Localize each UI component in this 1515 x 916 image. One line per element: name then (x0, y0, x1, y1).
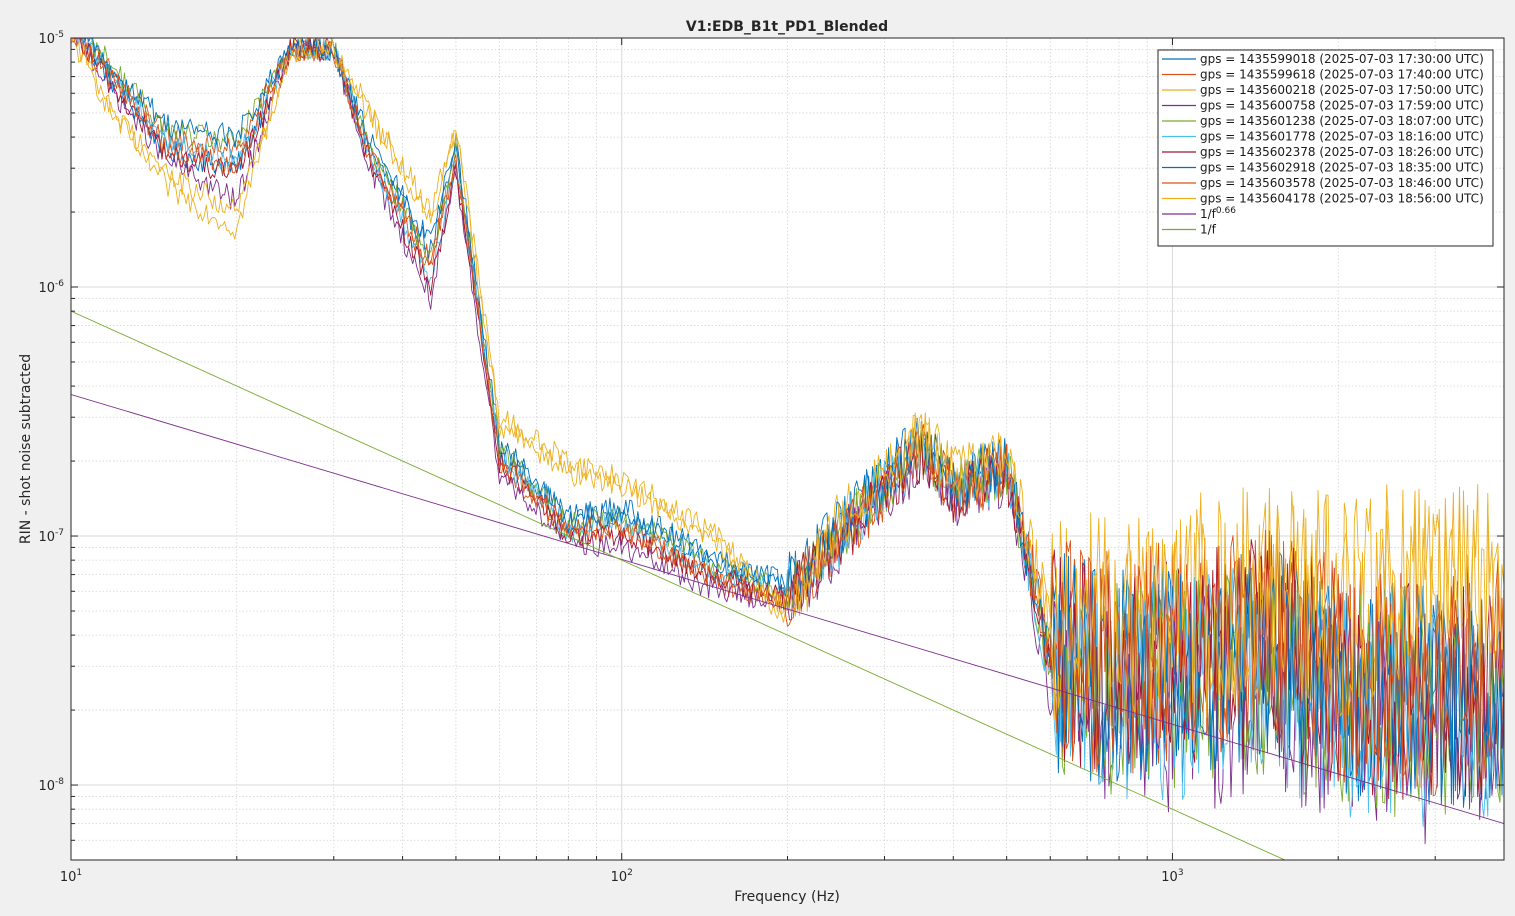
legend-entry: gps = 1435600218 (2025-07-03 17:50:00 UT… (1200, 83, 1484, 97)
series-line (71, 310, 1286, 860)
legend-entry: gps = 1435599618 (2025-07-03 17:40:00 UT… (1200, 68, 1484, 82)
legend-entry: 1/f0.66 (1200, 206, 1236, 221)
legend-entry: gps = 1435602378 (2025-07-03 18:26:00 UT… (1200, 145, 1484, 159)
legend-entry: gps = 1435604178 (2025-07-03 18:56:00 UT… (1200, 192, 1484, 206)
x-tick-label: 101 (60, 868, 82, 885)
x-axis-label: Frequency (Hz) (734, 889, 840, 905)
series-line (71, 38, 1504, 730)
y-tick-label: 10-8 (38, 777, 64, 794)
y-tick-label: 10-7 (38, 528, 64, 545)
x-tick-labels: 101 102 103 (60, 868, 1184, 885)
legend-entry: gps = 1435602918 (2025-07-03 18:35:00 UT… (1200, 161, 1484, 175)
legend-box (1157, 49, 1494, 247)
x-tick-label: 102 (611, 868, 633, 885)
y-tick-label: 10-5 (38, 30, 64, 47)
legend-entry: gps = 1435601238 (2025-07-03 18:07:00 UT… (1200, 114, 1484, 128)
legend-entry: gps = 1435601778 (2025-07-03 18:16:00 UT… (1200, 130, 1484, 144)
chart-title: V1:EDB_B1t_PD1_Blended (686, 19, 888, 35)
legend-entry: 1/f (1200, 223, 1217, 237)
y-tick-label: 10-6 (38, 279, 64, 296)
series-layer (71, 38, 1504, 860)
y-axis-label: RIN - shot noise subtracted (18, 354, 34, 544)
legend-entry: gps = 1435603578 (2025-07-03 18:46:00 UT… (1200, 176, 1484, 190)
legend: gps = 1435599018 (2025-07-03 17:30:00 UT… (1157, 49, 1494, 247)
series-line (71, 394, 1504, 825)
ticks-layer (70, 37, 1505, 861)
legend-entry: gps = 1435599018 (2025-07-03 17:30:00 UT… (1200, 52, 1484, 66)
series-line (71, 38, 1504, 781)
legend-entry: gps = 1435600758 (2025-07-03 17:59:00 UT… (1200, 99, 1484, 113)
x-tick-label: 103 (1161, 868, 1183, 885)
y-tick-labels: 10-8 10-7 10-6 10-5 (38, 30, 64, 794)
